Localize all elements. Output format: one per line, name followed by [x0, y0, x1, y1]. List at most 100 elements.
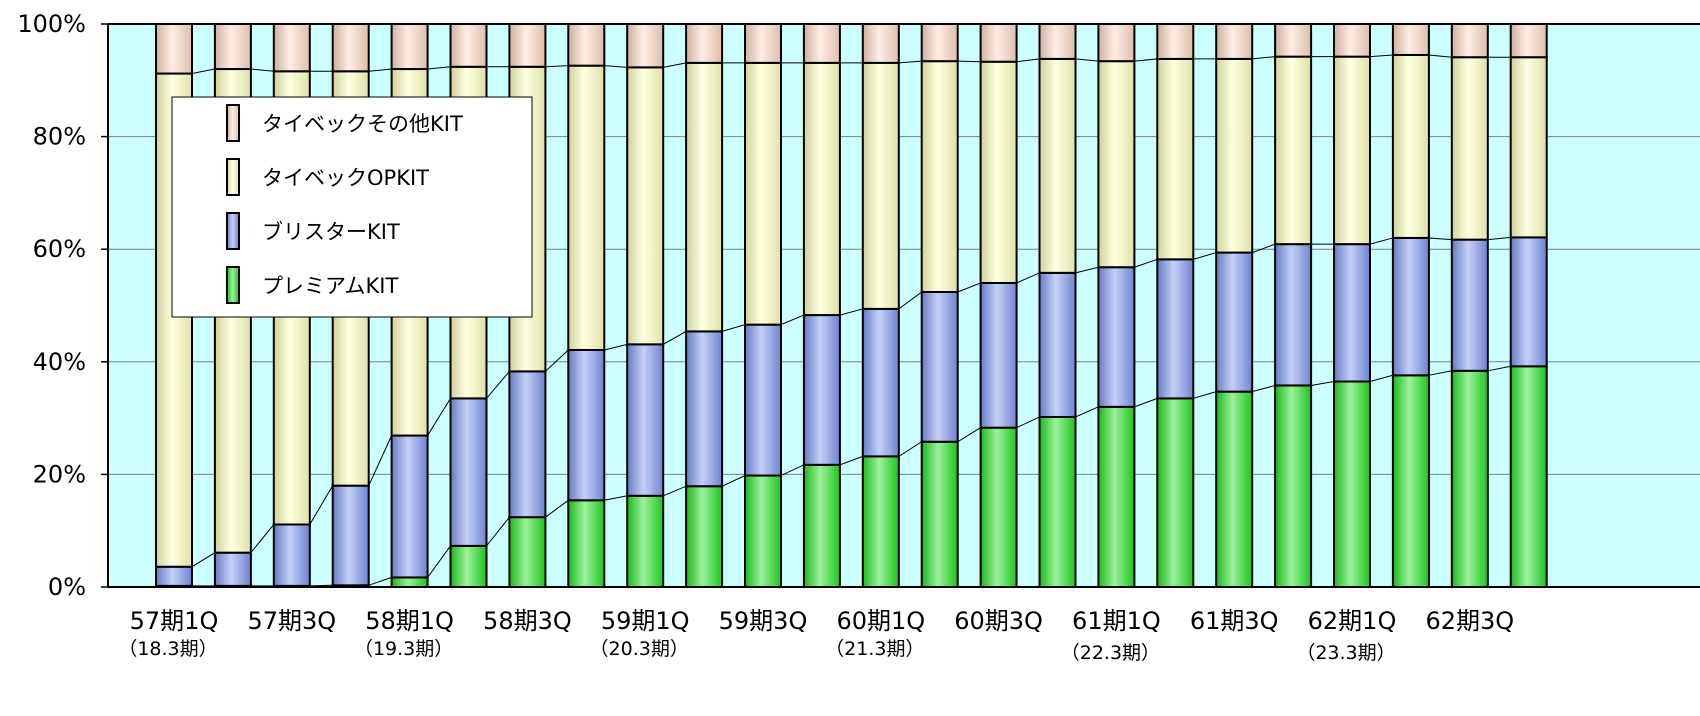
legend-swatch: [226, 104, 240, 142]
bar-segment: [567, 64, 606, 351]
bar-segment: [1509, 365, 1548, 588]
y-tick-label: 20%: [33, 460, 86, 488]
bar-segment: [1391, 236, 1430, 377]
x-tick-label: 59期1Q: [601, 607, 690, 635]
bar-segment: [1156, 23, 1195, 60]
x-tick-sublabel: （18.3期）: [118, 638, 217, 660]
connector-line: [156, 54, 1547, 75]
bar-segment: [567, 499, 606, 589]
bar-segment: [1215, 251, 1254, 393]
x-tick-label: 60期3Q: [954, 607, 1043, 635]
bar-segment: [685, 485, 724, 588]
bar-segment: [1391, 53, 1430, 239]
bar-segment: [685, 61, 724, 333]
bar-segment: [508, 370, 547, 519]
bar-segment: [861, 61, 900, 310]
bar-segment: [390, 576, 429, 589]
bar-segment: [1450, 238, 1489, 372]
bar-segment: [272, 23, 311, 73]
bar-segment: [1097, 405, 1136, 588]
bar-segment: [744, 23, 782, 64]
bar-segment: [1450, 369, 1489, 589]
bar-segment: [1038, 23, 1077, 60]
bar-segment: [920, 440, 959, 588]
x-tick-sublabel: （20.3期）: [590, 638, 689, 660]
bar-segment: [508, 516, 547, 588]
legend-label: ブリスターKIT: [262, 220, 400, 244]
bar-segment: [861, 455, 900, 588]
bar-segment: [1274, 243, 1313, 387]
legend-swatch: [226, 266, 240, 304]
bar-segment: [272, 523, 311, 587]
connector-line: [156, 365, 1547, 587]
x-tick-label: 62期3Q: [1425, 607, 1514, 635]
bar-segment: [979, 60, 1018, 284]
bar-segment: [802, 61, 841, 317]
bar-segment: [1215, 390, 1254, 588]
x-tick-label: 58期1Q: [365, 607, 454, 635]
bar-segment: [1509, 236, 1548, 368]
connector-line: [156, 236, 1547, 568]
bar-segment: [744, 61, 782, 326]
bar-segment: [567, 23, 606, 67]
bar-segment: [1391, 23, 1430, 56]
bar-segment: [1509, 56, 1548, 239]
y-tick-label: 60%: [33, 235, 86, 263]
legend-label: タイベックその他KIT: [262, 112, 463, 136]
bar-segment: [1097, 23, 1136, 63]
x-tick-sublabel: （23.3期）: [1296, 642, 1395, 664]
x-tick-label: 57期1Q: [130, 607, 219, 635]
bar-segment: [1333, 380, 1371, 588]
bar-segment: [1215, 57, 1254, 254]
bar-segment: [744, 323, 782, 477]
bar-segment: [626, 343, 665, 497]
bar-segment: [449, 544, 488, 588]
bar-segment: [1156, 57, 1195, 261]
y-tick-label: 100%: [17, 10, 86, 38]
bar-segment: [685, 23, 724, 64]
bar-segment: [155, 23, 193, 75]
x-axis-ticks: 57期1Q （18.3期） 57期3Q 58期1Q （19.3期） 58期3Q 59期1Q （…: [118, 607, 1514, 664]
bar-segment: [1215, 23, 1254, 60]
bar-segment: [979, 23, 1018, 63]
bar-segment: [331, 484, 370, 587]
bar-segment: [626, 66, 665, 346]
bar-segment: [213, 23, 252, 71]
bar-segment: [802, 463, 841, 589]
x-tick-sublabel: （22.3期）: [1061, 642, 1160, 664]
y-axis-ticks: 0% 20% 40% 60% 80% 100%: [17, 10, 108, 601]
bar-segment: [213, 551, 252, 587]
x-tick-label: 58期3Q: [483, 607, 572, 635]
y-tick-label: 40%: [33, 348, 86, 376]
x-tick-label: 61期1Q: [1072, 607, 1161, 635]
bar-segment: [1274, 55, 1313, 246]
bar-segment: [1333, 243, 1371, 383]
bar-segment: [685, 330, 724, 488]
bar-segment: [1509, 23, 1548, 59]
legend-label: タイベックOPKIT: [262, 166, 429, 190]
bar-segment: [802, 314, 841, 466]
bar-segment: [1038, 415, 1077, 588]
legend-swatch: [226, 158, 240, 196]
bar-segment: [1450, 23, 1489, 59]
bar-segment: [1274, 384, 1313, 589]
bar-segment: [920, 290, 959, 443]
bar-segment: [861, 307, 900, 458]
legend-swatch: [226, 212, 240, 250]
bar-segment: [744, 474, 782, 588]
x-tick-label: 61期3Q: [1190, 607, 1279, 635]
bar-segment: [155, 565, 193, 587]
bar-segment: [449, 397, 488, 547]
x-tick-label: 59期3Q: [719, 607, 808, 635]
connector-lines: [156, 54, 1547, 587]
x-tick-label: 60期1Q: [836, 607, 925, 635]
bar-segment: [979, 281, 1018, 429]
x-tick-label: 57期3Q: [247, 607, 336, 635]
bar-segment: [449, 23, 488, 68]
x-tick-sublabel: （19.3期）: [354, 638, 453, 660]
bar-segment: [920, 60, 959, 293]
bar-segment: [1156, 258, 1195, 400]
bar-segment: [1097, 60, 1136, 269]
bar-segment: [979, 426, 1018, 588]
